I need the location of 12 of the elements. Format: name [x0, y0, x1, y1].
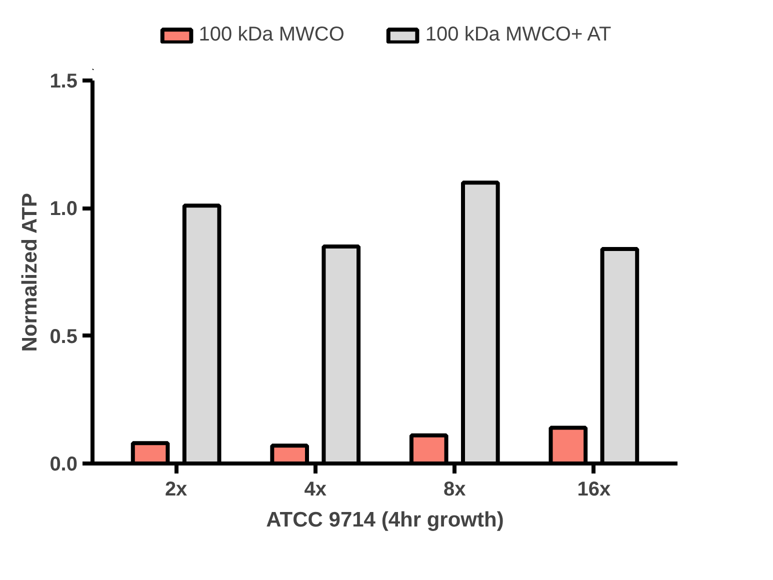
y-tick-label: 0.0 — [50, 454, 78, 476]
y-tick-label: 1.5 — [50, 70, 78, 92]
legend-label: 100 kDa MWCO+ AT — [425, 24, 612, 46]
x-tick-label: 4x — [304, 478, 326, 500]
y-tick-label: 0.5 — [50, 326, 78, 348]
y-tick-label: 1.0 — [50, 198, 78, 220]
y-axis-title: Normalized ATP — [18, 193, 42, 352]
x-axis-title: ATCC 9714 (4hr growth) — [266, 508, 504, 532]
x-tick-label: 2x — [164, 478, 188, 500]
x-tick-label: 16x — [577, 478, 611, 500]
legend-label: 100 kDa MWCO — [198, 24, 344, 46]
x-tick-label: 8x — [444, 478, 466, 500]
